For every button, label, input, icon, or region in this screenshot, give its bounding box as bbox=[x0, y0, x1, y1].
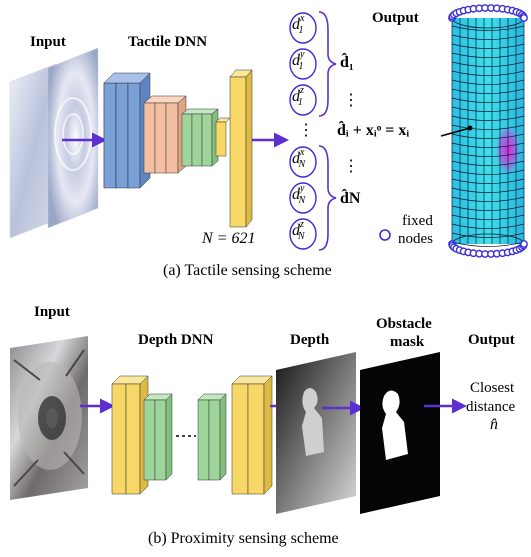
obstacle-mask-label-line1: Obstacle bbox=[376, 316, 432, 332]
vdots-right-top: ⋮ bbox=[343, 92, 359, 109]
tactile-dnn-label: Tactile DNN bbox=[128, 34, 208, 50]
component-circle bbox=[289, 218, 317, 250]
proximity-input-image bbox=[10, 336, 88, 500]
proximity-input-label: Input bbox=[34, 304, 70, 320]
vdots-right-bottom: ⋮ bbox=[343, 158, 359, 175]
component-label: dzN bbox=[292, 219, 305, 242]
component-circle bbox=[289, 146, 317, 178]
brace-top bbox=[318, 11, 337, 117]
obstacle-mask-label-line2: mask bbox=[390, 334, 425, 350]
caption-a: (a) Tactile sensing scheme bbox=[163, 262, 332, 279]
update-equation: d̂ᵢ + xᵢᵒ = xᵢ bbox=[337, 122, 410, 139]
component-label: dx1 bbox=[292, 13, 305, 36]
depth-image bbox=[276, 352, 356, 514]
component-label: dxN bbox=[292, 147, 306, 170]
component-circles bbox=[289, 12, 317, 250]
closest-symbol: n̂ bbox=[490, 416, 498, 433]
tactile-dnn-layers bbox=[103, 69, 253, 228]
component-circle bbox=[289, 12, 317, 44]
cylinder-mesh bbox=[448, 4, 528, 258]
component-label: dz1 bbox=[292, 85, 304, 108]
fixed-node bbox=[520, 14, 528, 22]
vdots-center: ⋮ bbox=[298, 122, 314, 139]
depth-dnn-layers bbox=[111, 375, 273, 495]
depth-label: Depth bbox=[290, 332, 330, 348]
fixed-node-legend-icon bbox=[379, 229, 391, 241]
component-circle bbox=[289, 182, 317, 214]
fixed-nodes-label-line2: nodes bbox=[398, 231, 433, 247]
caption-b: (b) Proximity sensing scheme bbox=[148, 530, 339, 547]
fixed-nodes-label-line1: fixed bbox=[402, 213, 433, 229]
node-count-equation: N = 621 bbox=[202, 230, 256, 247]
component-label: dyN bbox=[292, 183, 306, 206]
vector-dN-label: d̂N bbox=[340, 190, 361, 207]
vector-d1-label: d̂₁ bbox=[340, 54, 354, 71]
brace-bottom bbox=[318, 145, 337, 251]
component-label: dy1 bbox=[292, 49, 305, 72]
closest-label-line2: distance bbox=[466, 399, 516, 415]
tactile-input-images bbox=[9, 47, 99, 239]
pointer-dot bbox=[467, 125, 473, 131]
component-circle bbox=[289, 84, 317, 116]
pointer-line bbox=[440, 127, 471, 137]
closest-label-line1: Closest bbox=[470, 380, 515, 396]
depth-dnn-label: Depth DNN bbox=[138, 332, 214, 348]
fixed-node bbox=[520, 240, 528, 248]
proximity-output-label: Output bbox=[468, 332, 515, 348]
component-circle bbox=[289, 48, 317, 80]
tactile-output-label: Output bbox=[372, 10, 419, 26]
tactile-input-label: Input bbox=[30, 34, 66, 50]
obstacle-mask-image bbox=[360, 352, 440, 514]
